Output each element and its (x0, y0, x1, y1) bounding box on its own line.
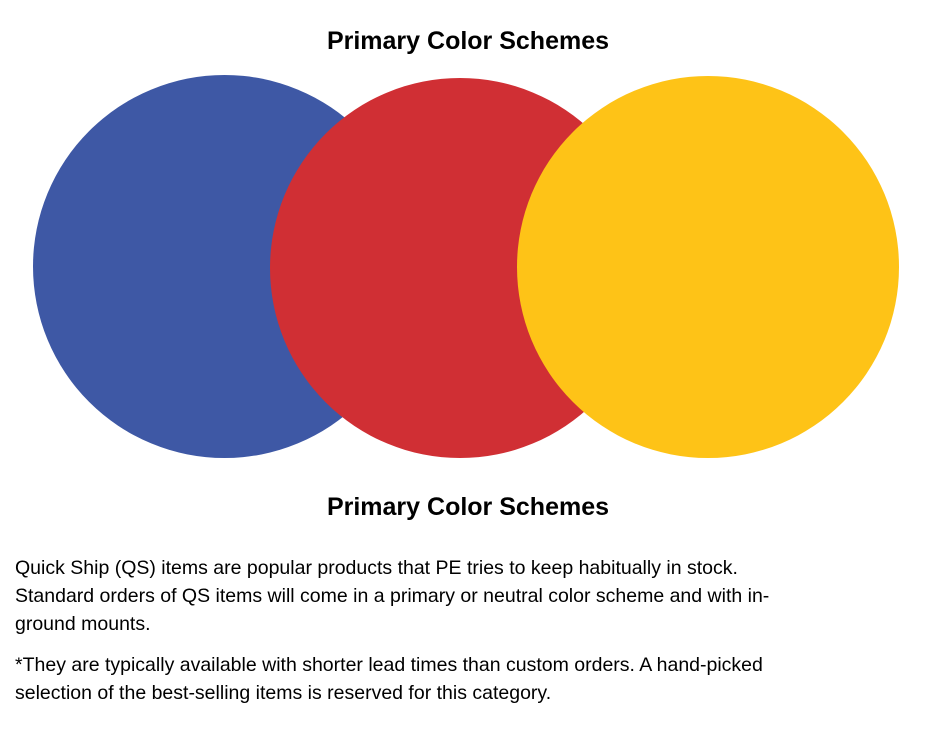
page-title-bottom: Primary Color Schemes (326, 493, 610, 521)
primary-color-circles-graphic (33, 75, 899, 458)
yellow-circle (517, 76, 899, 458)
lead-time-footnote: *They are typically available with short… (15, 654, 763, 704)
quick-ship-description: Quick Ship (QS) items are popular produc… (15, 557, 770, 635)
page-title-top: Primary Color Schemes (326, 27, 610, 55)
